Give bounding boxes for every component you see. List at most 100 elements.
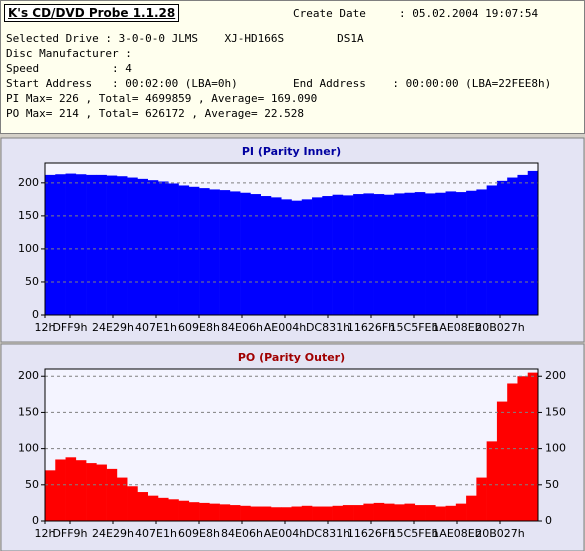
bar: [312, 197, 323, 315]
bar: [517, 376, 529, 521]
bar: [96, 464, 107, 521]
bar: [96, 174, 107, 315]
po-stats: PO Max= 214 , Total= 626172 , Average= 2…: [6, 107, 305, 120]
bar: [240, 192, 251, 315]
x-tick-label: 24E29h: [92, 527, 134, 540]
bar: [106, 468, 118, 521]
bar: [45, 470, 56, 521]
bar: [65, 173, 77, 315]
bar: [496, 180, 508, 315]
bar: [281, 199, 292, 315]
bar: [137, 492, 149, 521]
y-tick-label: 200: [18, 176, 39, 189]
y-tick-label: 200: [18, 369, 39, 382]
drive-line: Selected Drive : 3-0-0-0 JLMS XJ-HD166S …: [6, 32, 364, 45]
x-tick-label: AE004h: [264, 527, 306, 540]
bar: [414, 505, 426, 521]
bar: [363, 503, 374, 521]
bar: [527, 170, 539, 315]
y-tick-label: 150: [18, 405, 39, 418]
bar: [86, 174, 97, 315]
x-tick-label: 12h: [35, 527, 56, 540]
bar: [260, 506, 272, 521]
bar: [507, 177, 518, 315]
bar: [127, 486, 138, 521]
create-value: : 05.02.2004 19:07:54: [399, 7, 539, 20]
x-tick-label: 84E06h: [221, 527, 263, 540]
bar: [363, 193, 374, 315]
bar: [106, 175, 118, 315]
bar: [373, 502, 385, 521]
bar: [455, 192, 467, 315]
x-tick-label: 15C5FEh: [390, 321, 439, 334]
bar: [199, 502, 210, 521]
x-tick-label: 11626Fh: [347, 527, 395, 540]
bar: [425, 505, 436, 521]
speed-line: Speed : 4: [6, 62, 132, 75]
bar: [486, 185, 498, 315]
bar: [219, 504, 231, 521]
bar: [353, 505, 364, 521]
bar: [65, 457, 77, 521]
x-tick-label: DFF9h: [52, 527, 87, 540]
bar: [291, 506, 303, 521]
bar: [466, 495, 477, 521]
x-tick-label: DC831h: [306, 527, 350, 540]
pi-stats: PI Max= 226 , Total= 4699859 , Average= …: [6, 92, 318, 105]
x-tick-label: DFF9h: [52, 321, 87, 334]
y-tick-label-right: 150: [545, 405, 566, 418]
bar: [476, 477, 487, 521]
bar: [332, 194, 344, 315]
bar: [466, 190, 477, 315]
bar: [373, 194, 385, 315]
bar: [383, 503, 395, 521]
x-tick-label: 15C5FEh: [390, 527, 439, 540]
y-tick-label: 100: [18, 242, 39, 255]
end-line: End Address : 00:00:00 (LBA=22FEE8h): [293, 77, 552, 90]
plot-border: [44, 368, 539, 522]
bar: [240, 505, 251, 521]
bar: [168, 499, 179, 521]
bar: [445, 191, 457, 315]
bar: [188, 502, 200, 521]
y-tick-label: 100: [18, 442, 39, 455]
bar: [75, 174, 87, 315]
bar: [209, 189, 220, 315]
y-tick-label-right: 0: [545, 514, 552, 527]
bar: [486, 441, 498, 521]
bar: [455, 503, 467, 521]
bar: [507, 383, 518, 521]
bar: [332, 505, 344, 521]
bar: [116, 477, 128, 521]
bar: [301, 505, 313, 521]
x-tick-label: 1AE08Eh: [432, 321, 481, 334]
bar: [394, 504, 405, 521]
create-label: Create Date: [293, 7, 366, 20]
bar: [250, 506, 261, 521]
bar: [55, 459, 66, 521]
x-tick-label: 11626Fh: [347, 321, 395, 334]
bar: [322, 506, 333, 521]
bar: [312, 506, 323, 521]
bar: [435, 506, 446, 521]
bar: [147, 180, 159, 315]
y-tick-label: 50: [25, 275, 39, 288]
y-tick-label-right: 50: [545, 478, 559, 491]
bar: [445, 505, 457, 521]
bar: [260, 196, 272, 315]
bar: [353, 194, 364, 315]
x-tick-label: 407E1h: [135, 527, 177, 540]
x-tick-label: 609E8h: [178, 527, 220, 540]
bar: [250, 194, 261, 315]
bar: [188, 186, 200, 315]
bar: [75, 460, 87, 521]
bar: [270, 197, 282, 315]
bar: [404, 192, 416, 315]
bar: [127, 177, 138, 315]
bar: [476, 189, 487, 315]
x-tick-label: 20B027h: [475, 321, 525, 334]
start-line: Start Address : 00:02:00 (LBA=0h): [6, 77, 238, 90]
bar: [270, 507, 282, 521]
manufacturer-line: Disc Manufacturer :: [6, 47, 132, 60]
x-tick-label: 407E1h: [135, 321, 177, 334]
